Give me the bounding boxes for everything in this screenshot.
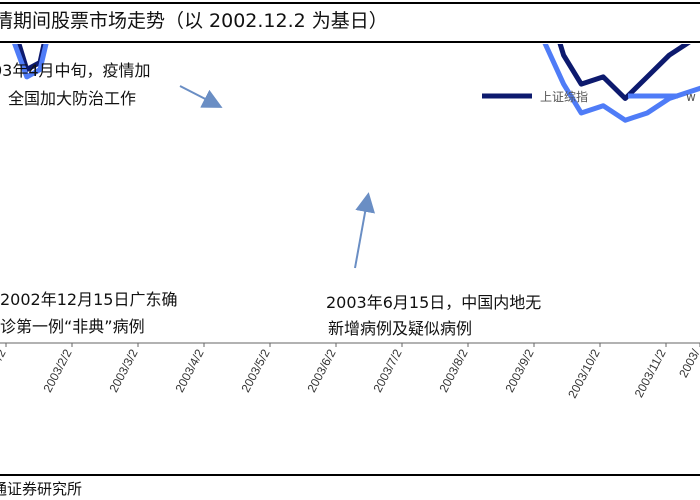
x-tick-label: 2003/4/2 [172,347,206,395]
annotation-april-arrow [179,85,223,108]
x-axis-ticks: /2 2003/2/2 2003/3/2 2003/4/2 2003/5/2 2003/6… [0,343,700,401]
annotation-june-line-2: 新增病例及疑似病例 [328,319,472,338]
x-tick-label: 2003/3/2 [106,347,140,395]
annotation-april: 03年4月中旬，疫情加 全国加大防治工作 [0,61,223,108]
annotation-june: 2003年6月15日，中国内地无 新增病例及疑似病例 [326,192,541,338]
x-tick-label: 2003/10/2 [565,347,603,401]
annotation-june-arrow [354,192,375,269]
x-tick-label: 2003/2/2 [40,347,74,395]
annotation-june-line-1: 2003年6月15日，中国内地无 [326,293,541,312]
source-note: 通证券研究所 [0,480,83,498]
annotation-dec: 2002年12月15日广东确 诊第一例“非典”病例 [0,290,177,336]
annotation-dec-line-2: 诊第一例“非典”病例 [0,317,145,336]
legend-label-shanghai-composite: 上证综指 [540,89,588,104]
annotation-april-line-2: 全国加大防治工作 [8,89,136,108]
x-tick-label: 2003/5/2 [238,347,272,395]
x-tick-label: 2003/9/2 [502,347,536,395]
top-rule [0,2,700,4]
bottom-rule [0,474,700,476]
annotation-dec-line-1: 2002年12月15日广东确 [0,290,177,309]
x-tick-label: 2003/11/2 [632,347,669,400]
x-tick-label: 2003/ [676,346,700,380]
chart-title: 情期间股票市场走势（以 2002.12.2 为基日） [0,10,388,32]
x-tick-label: /2 [0,347,9,363]
legend-label-w: w [686,90,696,104]
legend: 上证综指 w [482,89,696,104]
title-rule [0,41,700,43]
x-tick-label: 2003/8/2 [436,347,470,395]
series-line-shanghai-composite [16,44,691,101]
x-tick-label: 2003/6/2 [304,347,338,395]
series-line-w [12,44,700,123]
x-tick-label: 2003/7/2 [370,347,404,395]
annotation-april-line-1: 03年4月中旬，疫情加 [0,61,151,80]
